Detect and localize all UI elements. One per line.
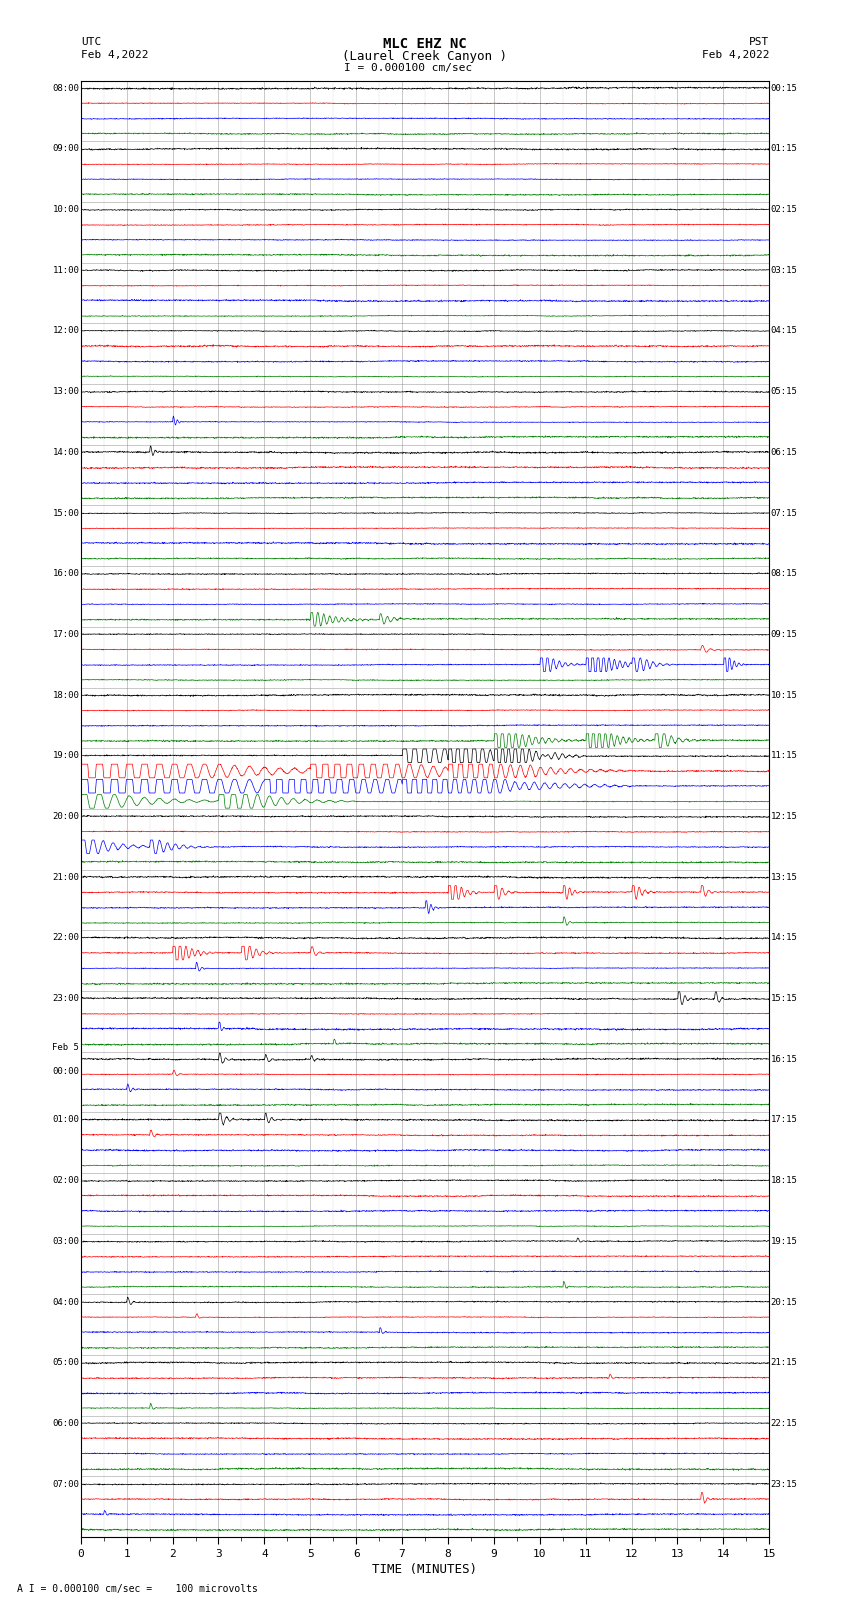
Text: 07:00: 07:00 <box>53 1479 79 1489</box>
Text: 04:15: 04:15 <box>771 326 797 336</box>
Text: 21:00: 21:00 <box>53 873 79 882</box>
Text: 18:00: 18:00 <box>53 690 79 700</box>
Text: 13:00: 13:00 <box>53 387 79 397</box>
Text: 11:00: 11:00 <box>53 266 79 274</box>
Text: 02:15: 02:15 <box>771 205 797 215</box>
Text: 08:15: 08:15 <box>771 569 797 577</box>
X-axis label: TIME (MINUTES): TIME (MINUTES) <box>372 1563 478 1576</box>
Text: 17:00: 17:00 <box>53 631 79 639</box>
Text: 08:00: 08:00 <box>53 84 79 92</box>
Text: 10:15: 10:15 <box>771 690 797 700</box>
Text: 18:15: 18:15 <box>771 1176 797 1186</box>
Text: 12:00: 12:00 <box>53 326 79 336</box>
Text: 21:15: 21:15 <box>771 1358 797 1368</box>
Text: 13:15: 13:15 <box>771 873 797 882</box>
Text: 03:00: 03:00 <box>53 1237 79 1245</box>
Text: 10:00: 10:00 <box>53 205 79 215</box>
Text: (Laurel Creek Canyon ): (Laurel Creek Canyon ) <box>343 50 507 63</box>
Text: 16:00: 16:00 <box>53 569 79 577</box>
Text: Feb 4,2022: Feb 4,2022 <box>81 50 148 60</box>
Text: 12:15: 12:15 <box>771 811 797 821</box>
Text: Feb 4,2022: Feb 4,2022 <box>702 50 769 60</box>
Text: 00:00: 00:00 <box>53 1066 79 1076</box>
Text: 16:15: 16:15 <box>771 1055 797 1063</box>
Text: 06:15: 06:15 <box>771 448 797 456</box>
Text: 03:15: 03:15 <box>771 266 797 274</box>
Text: 09:00: 09:00 <box>53 145 79 153</box>
Text: 06:00: 06:00 <box>53 1419 79 1428</box>
Text: 07:15: 07:15 <box>771 508 797 518</box>
Text: 00:15: 00:15 <box>771 84 797 92</box>
Text: 11:15: 11:15 <box>771 752 797 760</box>
Text: PST: PST <box>749 37 769 47</box>
Text: 22:00: 22:00 <box>53 934 79 942</box>
Text: 22:15: 22:15 <box>771 1419 797 1428</box>
Text: 09:15: 09:15 <box>771 631 797 639</box>
Text: 01:00: 01:00 <box>53 1116 79 1124</box>
Text: 20:00: 20:00 <box>53 811 79 821</box>
Text: 15:00: 15:00 <box>53 508 79 518</box>
Text: 23:00: 23:00 <box>53 994 79 1003</box>
Text: Feb 5: Feb 5 <box>53 1044 79 1052</box>
Text: 19:15: 19:15 <box>771 1237 797 1245</box>
Text: 05:15: 05:15 <box>771 387 797 397</box>
Text: 17:15: 17:15 <box>771 1116 797 1124</box>
Text: 04:00: 04:00 <box>53 1297 79 1307</box>
Text: 14:00: 14:00 <box>53 448 79 456</box>
Text: I = 0.000100 cm/sec: I = 0.000100 cm/sec <box>344 63 472 73</box>
Text: 14:15: 14:15 <box>771 934 797 942</box>
Text: 20:15: 20:15 <box>771 1297 797 1307</box>
Text: 01:15: 01:15 <box>771 145 797 153</box>
Text: UTC: UTC <box>81 37 101 47</box>
Text: 19:00: 19:00 <box>53 752 79 760</box>
Text: MLC EHZ NC: MLC EHZ NC <box>383 37 467 52</box>
Text: A I = 0.000100 cm/sec =    100 microvolts: A I = 0.000100 cm/sec = 100 microvolts <box>17 1584 258 1594</box>
Text: 23:15: 23:15 <box>771 1479 797 1489</box>
Text: 05:00: 05:00 <box>53 1358 79 1368</box>
Text: 15:15: 15:15 <box>771 994 797 1003</box>
Text: 02:00: 02:00 <box>53 1176 79 1186</box>
